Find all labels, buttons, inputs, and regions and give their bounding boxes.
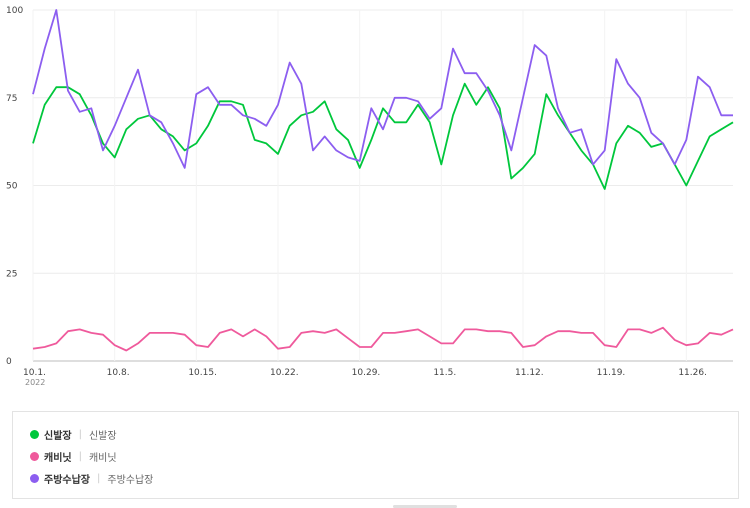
x-tick-label: 10.29.	[352, 368, 381, 378]
legend-item-shoe-cabinet[interactable]: 신발장 | 신발장	[30, 427, 117, 442]
legend-series-sub: 신발장	[88, 431, 117, 442]
series-line-2[interactable]	[32, 326, 734, 352]
y-tick-label: 0	[6, 357, 12, 367]
legend-item-kitchen-storage[interactable]: 주방수납장 | 주방수납장	[30, 471, 153, 486]
y-tick-label: 75	[6, 94, 17, 104]
legend-series-name: 캐비닛	[44, 453, 72, 464]
legend-dot-icon	[30, 474, 39, 483]
y-tick-label: 100	[6, 6, 23, 16]
legend-series-name: 주방수납장	[44, 475, 90, 486]
legend-series-name: 신발장	[44, 431, 72, 442]
x-tick-label: 11.5.	[433, 368, 456, 378]
legend-separator: |	[78, 429, 82, 440]
legend-panel: 신발장 | 신발장 캐비닛 | 캐비닛 주방수납장 | 주방수납장	[12, 411, 739, 499]
x-tick-label: 11.12.	[515, 368, 544, 378]
y-tick-label: 25	[6, 269, 17, 279]
legend-item-cabinet[interactable]: 캐비닛 | 캐비닛	[30, 449, 117, 464]
legend-series-sub: 주방수납장	[107, 475, 154, 486]
x-tick-label: 10.8.	[107, 368, 130, 378]
legend-dot-icon	[30, 452, 39, 461]
x-tick-label: 10.22.	[270, 368, 299, 378]
series-line-1[interactable]	[32, 82, 734, 190]
legend-series-sub: 캐비닛	[88, 453, 117, 464]
scroll-handle[interactable]	[393, 505, 457, 508]
x-tick-label: 11.19.	[597, 368, 626, 378]
x-tick-label: 11.26.	[678, 368, 707, 378]
legend-separator: |	[97, 473, 101, 484]
line-chart: 0 25 50 75 100 10.1.2022 10.8. 10.15. 10.22. 10.2…	[6, 6, 734, 387]
x-tick-label: 10.1.	[23, 368, 46, 378]
legend-separator: |	[78, 451, 82, 462]
series-line-3[interactable]	[32, 9, 733, 169]
legend-dot-icon	[30, 430, 39, 439]
x-tick-label: 10.15.	[188, 368, 217, 378]
x-tick-year-label: 2022	[25, 378, 45, 387]
y-tick-label: 50	[6, 182, 18, 192]
